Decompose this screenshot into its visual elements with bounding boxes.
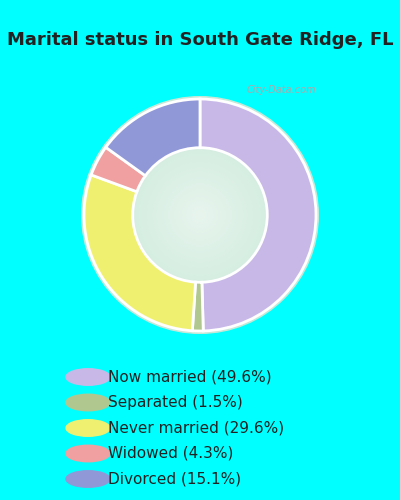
- Circle shape: [141, 156, 259, 274]
- Text: Separated (1.5%): Separated (1.5%): [108, 395, 243, 410]
- Circle shape: [186, 201, 214, 229]
- Circle shape: [90, 104, 310, 326]
- Circle shape: [94, 108, 306, 322]
- Circle shape: [160, 176, 240, 254]
- Circle shape: [66, 394, 110, 411]
- Circle shape: [168, 184, 232, 246]
- Circle shape: [123, 138, 277, 292]
- Wedge shape: [91, 148, 145, 192]
- Circle shape: [198, 213, 202, 217]
- Circle shape: [180, 196, 220, 234]
- Circle shape: [107, 122, 293, 308]
- Circle shape: [162, 178, 238, 252]
- Circle shape: [166, 182, 234, 248]
- Circle shape: [133, 148, 267, 282]
- Circle shape: [176, 192, 224, 238]
- Circle shape: [178, 194, 222, 236]
- Circle shape: [105, 120, 295, 310]
- Text: Divorced (15.1%): Divorced (15.1%): [108, 472, 241, 486]
- Text: Now married (49.6%): Now married (49.6%): [108, 370, 272, 384]
- Circle shape: [192, 207, 208, 223]
- Circle shape: [88, 102, 312, 328]
- Circle shape: [145, 160, 255, 270]
- Circle shape: [102, 116, 298, 314]
- Circle shape: [100, 114, 300, 316]
- Circle shape: [92, 106, 308, 324]
- Circle shape: [149, 164, 251, 266]
- Circle shape: [125, 140, 275, 290]
- Circle shape: [196, 211, 204, 219]
- Circle shape: [111, 126, 289, 304]
- Circle shape: [135, 150, 265, 280]
- Circle shape: [113, 128, 287, 302]
- Circle shape: [103, 118, 297, 312]
- Circle shape: [143, 158, 257, 272]
- Circle shape: [170, 186, 230, 244]
- Circle shape: [172, 188, 228, 242]
- Circle shape: [66, 369, 110, 385]
- Circle shape: [98, 112, 302, 318]
- Circle shape: [131, 146, 269, 284]
- Text: Widowed (4.3%): Widowed (4.3%): [108, 446, 233, 461]
- Circle shape: [184, 199, 216, 231]
- Circle shape: [66, 446, 110, 462]
- Circle shape: [109, 124, 291, 306]
- Circle shape: [139, 154, 261, 276]
- Wedge shape: [84, 175, 196, 330]
- Circle shape: [129, 144, 271, 286]
- Circle shape: [164, 180, 236, 250]
- Circle shape: [155, 170, 245, 260]
- Wedge shape: [200, 99, 316, 331]
- Circle shape: [188, 203, 212, 227]
- Circle shape: [182, 198, 218, 232]
- Circle shape: [174, 190, 226, 240]
- Text: City-Data.com: City-Data.com: [246, 86, 316, 96]
- Circle shape: [158, 174, 242, 256]
- Circle shape: [153, 168, 247, 262]
- Circle shape: [121, 136, 279, 294]
- Circle shape: [151, 166, 249, 264]
- Circle shape: [127, 142, 273, 288]
- Circle shape: [157, 172, 243, 258]
- Circle shape: [117, 132, 283, 298]
- Wedge shape: [192, 282, 203, 331]
- Circle shape: [66, 471, 110, 487]
- Circle shape: [115, 130, 285, 300]
- Circle shape: [190, 205, 210, 225]
- Circle shape: [194, 209, 206, 221]
- Circle shape: [137, 152, 263, 278]
- Circle shape: [96, 110, 304, 320]
- Circle shape: [147, 162, 253, 268]
- Circle shape: [86, 100, 314, 330]
- Text: Never married (29.6%): Never married (29.6%): [108, 420, 284, 436]
- Text: Marital status in South Gate Ridge, FL: Marital status in South Gate Ridge, FL: [7, 31, 393, 49]
- Circle shape: [84, 98, 316, 332]
- Circle shape: [66, 420, 110, 436]
- Circle shape: [119, 134, 281, 296]
- Wedge shape: [106, 99, 200, 176]
- Circle shape: [82, 96, 318, 334]
